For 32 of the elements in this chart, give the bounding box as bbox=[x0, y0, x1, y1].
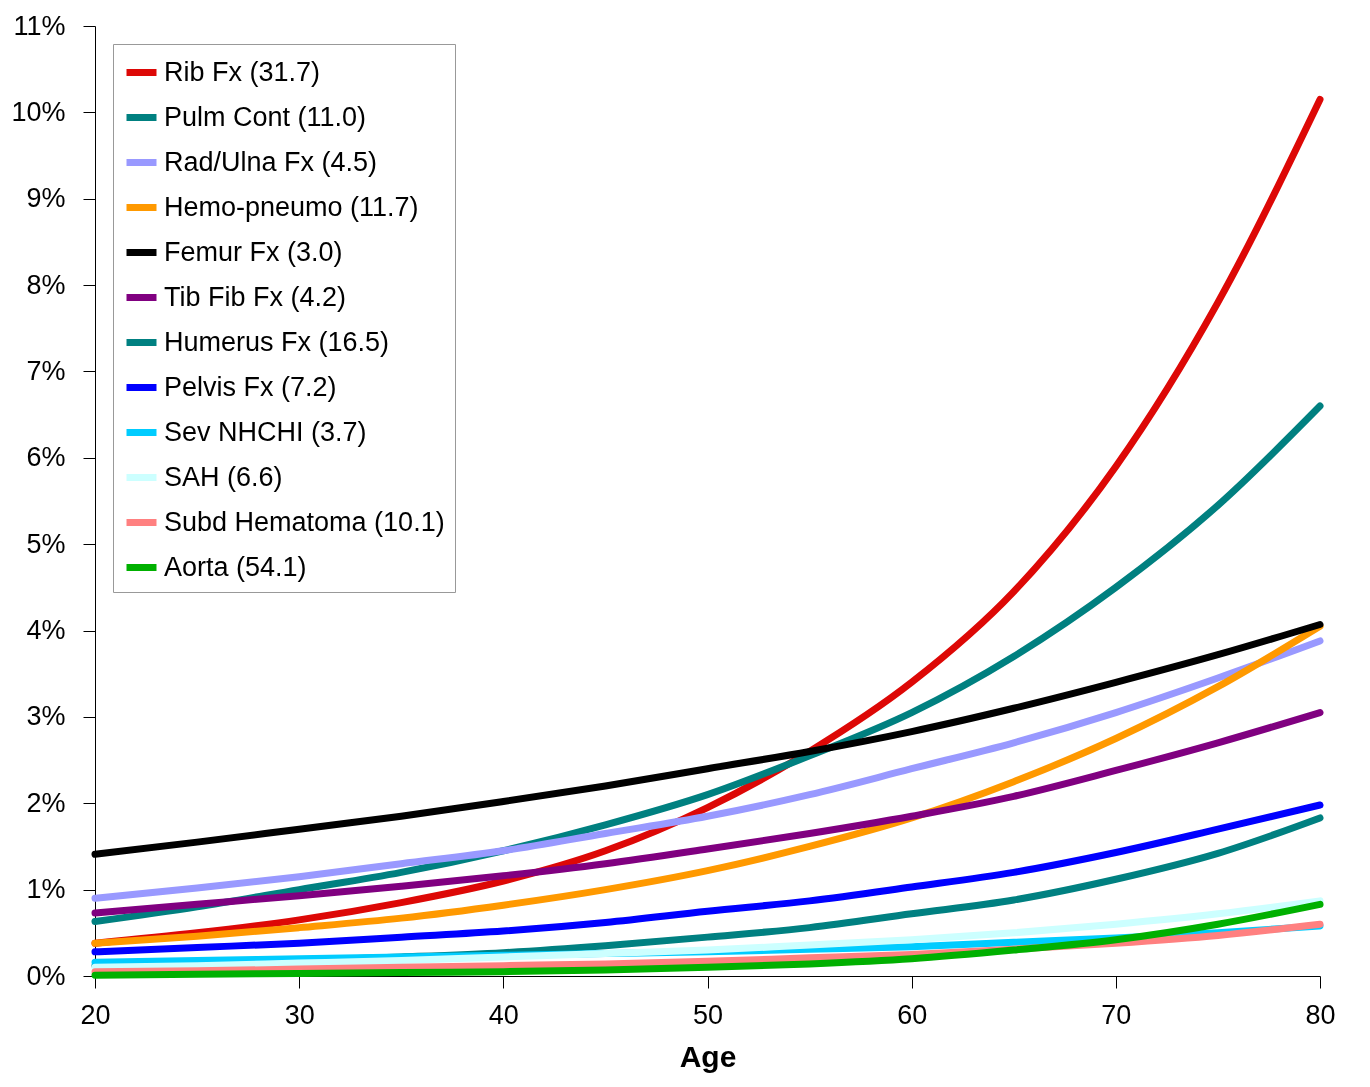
y-tick-label: 5% bbox=[26, 528, 66, 559]
y-tick-label: 7% bbox=[26, 355, 66, 386]
y-tick-label: 10% bbox=[11, 96, 66, 127]
legend-label: SAH (6.6) bbox=[164, 461, 283, 492]
y-tick-label: 4% bbox=[26, 615, 66, 646]
x-tick-label: 60 bbox=[897, 999, 928, 1030]
legend-label: Rad/Ulna Fx (4.5) bbox=[164, 146, 378, 177]
x-tick-label: 50 bbox=[692, 999, 724, 1030]
y-tick-label: 1% bbox=[26, 874, 66, 905]
legend-label: Tib Fib Fx (4.2) bbox=[164, 281, 347, 312]
legend-label: Hemo-pneumo (11.7) bbox=[164, 191, 419, 222]
x-tick-label: 30 bbox=[284, 999, 315, 1030]
y-tick-label: 3% bbox=[26, 701, 66, 732]
legend-label: Femur Fx (3.0) bbox=[164, 236, 343, 267]
x-tick-label: 70 bbox=[1101, 999, 1132, 1030]
y-tick-label: 0% bbox=[26, 960, 66, 991]
legend-label: Aorta (54.1) bbox=[164, 551, 307, 582]
y-tick-label: 11% bbox=[13, 10, 66, 41]
legend-label: Pelvis Fx (7.2) bbox=[164, 371, 337, 402]
legend-label: Pulm Cont (11.0) bbox=[164, 101, 367, 132]
y-tick-label: 6% bbox=[26, 442, 66, 473]
legend-label: Rib Fx (31.7) bbox=[164, 56, 321, 87]
x-tick-label: 20 bbox=[80, 999, 111, 1030]
legend-label: Subd Hematoma (10.1) bbox=[164, 506, 445, 537]
legend-label: Sev NHCHI (3.7) bbox=[164, 416, 367, 447]
x-tick-label: 80 bbox=[1305, 999, 1336, 1030]
y-tick-label: 2% bbox=[26, 787, 66, 818]
x-tick-label: 40 bbox=[488, 999, 519, 1030]
y-tick-label: 9% bbox=[26, 183, 66, 214]
legend-label: Humerus Fx (16.5) bbox=[164, 326, 390, 357]
y-tick-label: 8% bbox=[26, 269, 66, 300]
x-axis-title: Age bbox=[679, 1039, 737, 1073]
